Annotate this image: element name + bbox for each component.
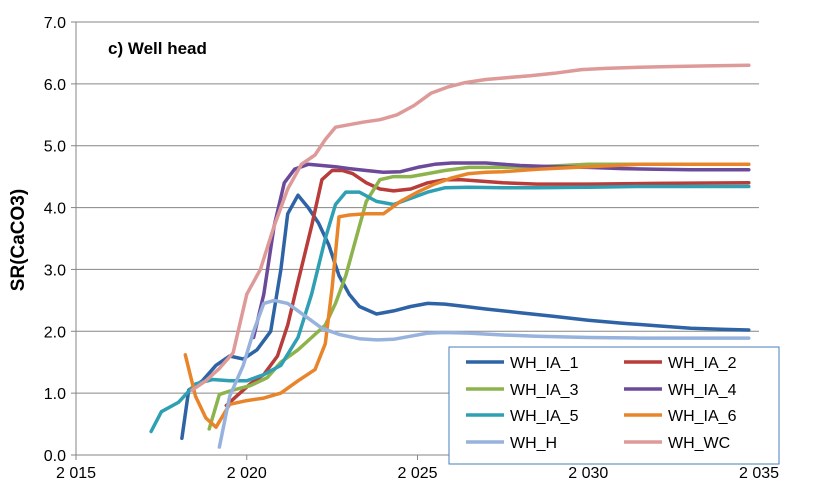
x-tick-labels: 2 015 2 020 2 025 2 030 2 035 xyxy=(56,465,779,482)
legend-label-wh-h: WH_H xyxy=(510,435,557,452)
chart-title: c) Well head xyxy=(108,39,207,58)
y-axis-label: SR(CaCO3) xyxy=(8,189,29,291)
series-line-wh-ia-6 xyxy=(183,162,751,429)
legend-label-wh-ia-2: WH_IA_2 xyxy=(668,355,737,372)
y-tick-label: 2.0 xyxy=(44,324,66,341)
x-tick-label: 2 035 xyxy=(739,465,779,482)
y-tick-label: 5.0 xyxy=(44,139,66,156)
series-line-wh-ia-2 xyxy=(224,168,751,408)
x-tick-label: 2 015 xyxy=(56,465,96,482)
legend-label-wh-ia-1: WH_IA_1 xyxy=(510,355,579,372)
series-line-wh-wc xyxy=(190,63,751,392)
y-tick-label: 4.0 xyxy=(44,201,66,218)
x-tick-label: 2 030 xyxy=(568,465,608,482)
legend: WH_IA_1 WH_IA_2 WH_IA_3 WH_IA_4 WH_IA_5 WH_IA… xyxy=(448,346,780,465)
series-line-wh-h xyxy=(217,298,751,449)
legend-label-wh-wc: WH_WC xyxy=(668,435,730,452)
legend-label-wh-ia-6: WH_IA_6 xyxy=(668,408,737,425)
series-lines xyxy=(149,63,751,449)
x-tick-label: 2 020 xyxy=(227,465,267,482)
y-tick-labels: 0.0 1.0 2.0 3.0 4.0 5.0 6.0 7.0 xyxy=(44,15,66,465)
legend-box xyxy=(448,346,780,465)
legend-label-wh-ia-4: WH_IA_4 xyxy=(668,382,737,399)
y-tick-label: 7.0 xyxy=(44,15,66,32)
x-tick-label: 2 025 xyxy=(397,465,437,482)
y-tick-label: 0.0 xyxy=(44,448,66,465)
legend-label-wh-ia-5: WH_IA_5 xyxy=(510,408,579,425)
gridlines xyxy=(76,21,759,394)
y-tick-label: 1.0 xyxy=(44,386,66,403)
legend-label-wh-ia-3: WH_IA_3 xyxy=(510,382,579,399)
y-tick-label: 3.0 xyxy=(44,262,66,279)
y-tick-label: 6.0 xyxy=(44,77,66,94)
series-line-wh-ia-5 xyxy=(149,184,751,434)
